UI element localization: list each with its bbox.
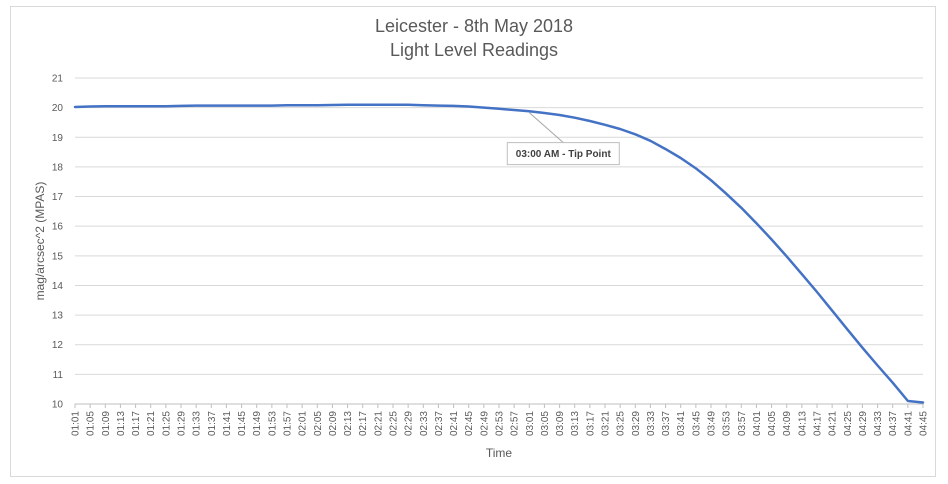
y-tick-label: 19 (52, 133, 64, 144)
x-axis-title: Time (486, 446, 513, 460)
y-tick-label: 21 (52, 74, 64, 85)
x-tick-label: 03:09 (555, 411, 566, 436)
y-tick-label: 10 (52, 400, 64, 411)
x-tick-label: 03:45 (691, 411, 702, 436)
x-tick-label: 02:13 (343, 411, 354, 436)
x-tick-label: 01:53 (267, 411, 278, 436)
x-tick-label: 04:37 (888, 411, 899, 436)
x-tick-label: 01:05 (86, 411, 97, 436)
gridlines (75, 77, 923, 405)
annotation-label: 03:00 AM - Tip Point (516, 149, 612, 160)
chart-subtitle: Light Level Readings (389, 40, 559, 60)
x-tick-label: 01:25 (161, 411, 172, 436)
x-tick-label: 01:37 (207, 411, 218, 436)
x-tick-label: 03:05 (540, 411, 551, 436)
x-tick-label: 04:21 (828, 411, 839, 436)
x-tick-label: 04:45 (919, 411, 930, 436)
x-tick-label: 02:05 (313, 411, 324, 436)
x-tick-label: 03:17 (585, 411, 596, 436)
x-tick-label: 03:57 (737, 411, 748, 436)
x-tick-label: 03:21 (601, 411, 612, 436)
x-tick-label: 04:41 (903, 411, 914, 436)
y-tick-label: 13 (52, 311, 64, 322)
x-tick-label: 02:41 (449, 411, 460, 436)
x-tick-label: 02:17 (358, 411, 369, 436)
x-tick-label: 03:37 (661, 411, 672, 436)
x-tick-label: 01:09 (101, 411, 112, 436)
x-tick-label: 01:33 (192, 411, 203, 436)
x-axis-ticks: 01:01 01:05 01:09 01:13 01:17 01:21 01:25 01:29… (71, 404, 930, 436)
y-tick-label: 11 (53, 370, 64, 381)
x-tick-label: 03:33 (646, 411, 657, 436)
series-line-light-level (73, 103, 925, 404)
x-tick-label: 02:29 (404, 411, 415, 436)
tip-point-annotation: 03:00 AM - Tip Point (506, 112, 620, 166)
x-tick-label: 02:37 (434, 411, 445, 436)
x-tick-label: 04:13 (797, 411, 808, 436)
y-tick-label: 15 (52, 251, 64, 262)
x-tick-label: 04:33 (873, 411, 884, 436)
x-tick-label: 02:09 (328, 411, 339, 436)
x-tick-label: 01:57 (283, 411, 294, 436)
x-tick-label: 03:41 (676, 411, 687, 436)
y-tick-label: 12 (52, 340, 64, 351)
x-tick-label: 03:49 (707, 411, 718, 436)
x-tick-label: 02:01 (298, 411, 309, 436)
chart-frame (10, 6, 936, 477)
x-tick-label: 04:01 (752, 411, 763, 436)
x-tick-label: 01:49 (252, 411, 263, 436)
x-tick-label: 03:29 (631, 411, 642, 436)
x-tick-label: 01:17 (131, 411, 142, 436)
x-tick-label: 02:49 (479, 411, 490, 436)
x-tick-label: 02:53 (495, 411, 506, 436)
x-tick-label: 02:57 (510, 411, 521, 436)
x-tick-label: 01:21 (146, 411, 157, 436)
x-tick-label: 03:13 (570, 411, 581, 436)
y-tick-label: 20 (52, 103, 64, 114)
y-tick-label: 17 (52, 192, 64, 203)
x-tick-label: 04:29 (858, 411, 869, 436)
x-tick-label: 01:13 (116, 411, 127, 436)
y-tick-label: 16 (52, 222, 64, 233)
x-tick-label: 02:33 (419, 411, 430, 436)
annotation-leader-line (528, 112, 564, 143)
x-tick-label: 01:29 (177, 411, 188, 436)
chart-title: Leicester - 8th May 2018 (374, 16, 574, 36)
y-tick-label: 14 (52, 281, 64, 292)
x-tick-label: 01:41 (222, 411, 233, 436)
y-tick-label: 18 (52, 162, 64, 173)
x-tick-label: 01:01 (71, 411, 82, 436)
x-tick-label: 01:45 (237, 411, 248, 436)
x-tick-label: 03:01 (525, 411, 536, 436)
x-tick-label: 04:05 (767, 411, 778, 436)
y-axis-ticks: 10 11 12 13 14 15 16 17 18 19 20 21 (52, 74, 64, 411)
x-tick-label: 04:09 (782, 411, 793, 436)
x-tick-label: 03:53 (722, 411, 733, 436)
annotation-box (506, 142, 620, 166)
y-axis-title: mag/arcsec^2 (MPAS) (33, 182, 47, 301)
x-tick-label: 02:25 (389, 411, 400, 436)
x-tick-label: 02:21 (373, 411, 384, 436)
x-tick-label: 03:25 (616, 411, 627, 436)
x-tick-label: 02:45 (464, 411, 475, 436)
x-tick-label: 04:25 (843, 411, 854, 436)
x-tick-label: 04:17 (813, 411, 824, 436)
